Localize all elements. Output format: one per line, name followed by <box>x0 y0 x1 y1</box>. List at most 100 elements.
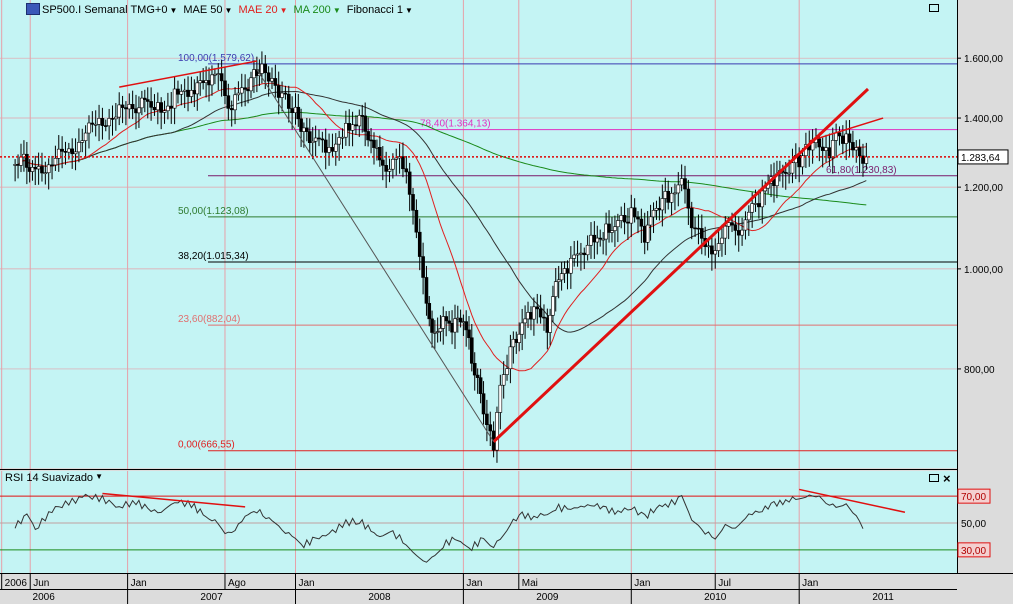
candle-body <box>817 138 822 148</box>
indicator-fibonacci[interactable]: Fibonacci 1 ▼ <box>347 4 413 16</box>
candle-body <box>260 63 264 74</box>
candle-body <box>757 203 761 208</box>
rsi-divergence-line <box>102 492 246 508</box>
candle-body <box>601 238 605 241</box>
maximize-icon[interactable] <box>929 474 939 482</box>
candle-body <box>363 115 367 132</box>
indicator-mae50[interactable]: MAE 50 ▼ <box>183 4 232 16</box>
close-icon[interactable]: × <box>943 471 951 486</box>
candle-body <box>280 92 284 98</box>
candle-body <box>110 118 115 120</box>
candle-body <box>679 178 684 186</box>
candle-body <box>740 229 744 236</box>
candle-body <box>375 147 379 149</box>
candle-body <box>464 321 468 331</box>
candle-body <box>273 78 278 86</box>
price-axis-area <box>957 0 1013 574</box>
rsi-tick-label: 30,00 <box>961 546 986 557</box>
candle-body <box>207 80 211 86</box>
candle-body <box>401 156 405 170</box>
indicator-mae20[interactable]: MAE 20 ▼ <box>238 4 287 16</box>
candle-body <box>673 192 677 195</box>
fibonacci-levels: 100,00(1.579,62) 78,40(1.364,13) 61,80(1.2… <box>178 53 957 452</box>
candle-body <box>438 328 443 332</box>
candle-body <box>417 231 422 257</box>
candle-body <box>648 216 653 226</box>
price-plot-area[interactable] <box>0 0 957 468</box>
candle-body <box>344 123 348 138</box>
candle-body <box>283 92 288 95</box>
candle-body <box>97 118 101 125</box>
candle-body <box>575 253 580 256</box>
candle-body <box>607 223 611 233</box>
candle-body <box>357 115 362 127</box>
indicator-ma200[interactable]: MA 200 ▼ <box>294 4 341 16</box>
candle-body <box>192 90 197 95</box>
candle-body <box>53 158 58 166</box>
candle-body <box>198 80 203 84</box>
symbol-selector[interactable]: SP500.I Semanal TMG+0 ▼ <box>42 4 177 16</box>
candle-body <box>103 125 108 127</box>
rsi-selector[interactable]: RSI 14 Suavizado ▼ <box>5 472 103 484</box>
candle-body <box>642 225 647 243</box>
month-label: Jan <box>131 578 147 589</box>
candle-body <box>302 127 306 132</box>
candle-body <box>43 172 48 175</box>
candle-body <box>450 323 454 333</box>
year-label: 2010 <box>704 592 727 603</box>
trend-lines[interactable] <box>0 60 957 443</box>
candle-body <box>548 314 552 333</box>
candle-body <box>350 124 355 131</box>
candle-body <box>723 225 728 239</box>
candle-body <box>501 374 506 386</box>
candle-body <box>330 147 335 152</box>
maximize-icon[interactable] <box>929 4 939 12</box>
fibonacci-label: 78,40(1.364,13) <box>420 119 491 130</box>
candle-body <box>553 281 558 297</box>
candle-body <box>556 279 561 282</box>
candle-body <box>270 78 274 82</box>
divergence-line-top <box>809 117 884 142</box>
month-label: Jan <box>466 578 482 589</box>
candle-body <box>210 74 214 86</box>
candle-body <box>162 110 167 113</box>
candle-body <box>562 268 567 274</box>
current-price-label: 1.283,64 <box>961 153 1000 164</box>
candle-body <box>683 178 687 190</box>
candle-body <box>824 147 828 151</box>
rsi-plot-area[interactable] <box>0 471 957 573</box>
candle-body <box>622 215 627 223</box>
candle-body <box>378 147 382 161</box>
candle-body <box>127 104 132 110</box>
candle-body <box>327 147 331 153</box>
candle-body <box>517 333 522 343</box>
support-trendline <box>492 87 870 443</box>
candle-body <box>63 151 68 153</box>
candle-body <box>763 187 767 192</box>
month-label: Mai <box>522 578 538 589</box>
candle-body <box>837 132 842 137</box>
candle-body <box>276 85 281 98</box>
candle-body <box>750 203 754 213</box>
candle-body <box>313 137 318 142</box>
candle-body <box>529 312 533 320</box>
candle-body <box>613 226 617 231</box>
chevron-down-icon: ▼ <box>332 5 341 15</box>
candle-body <box>444 316 448 322</box>
candle-body <box>369 139 373 142</box>
candle-body <box>666 191 671 203</box>
price-tick-label: 1.000,00 <box>964 265 1003 276</box>
candle-body <box>70 148 74 155</box>
candle-body <box>77 142 81 153</box>
candle-body <box>526 312 530 320</box>
candle-body <box>441 316 446 329</box>
candle-body <box>747 211 751 221</box>
candle-body <box>156 102 160 111</box>
symbol-icon[interactable] <box>26 3 40 15</box>
symbol-label: SP500.I Semanal TMG+0 <box>42 4 168 16</box>
candle-body <box>50 164 54 167</box>
candle-body <box>421 256 425 278</box>
candle-body <box>565 268 570 274</box>
candle-body <box>651 210 656 218</box>
